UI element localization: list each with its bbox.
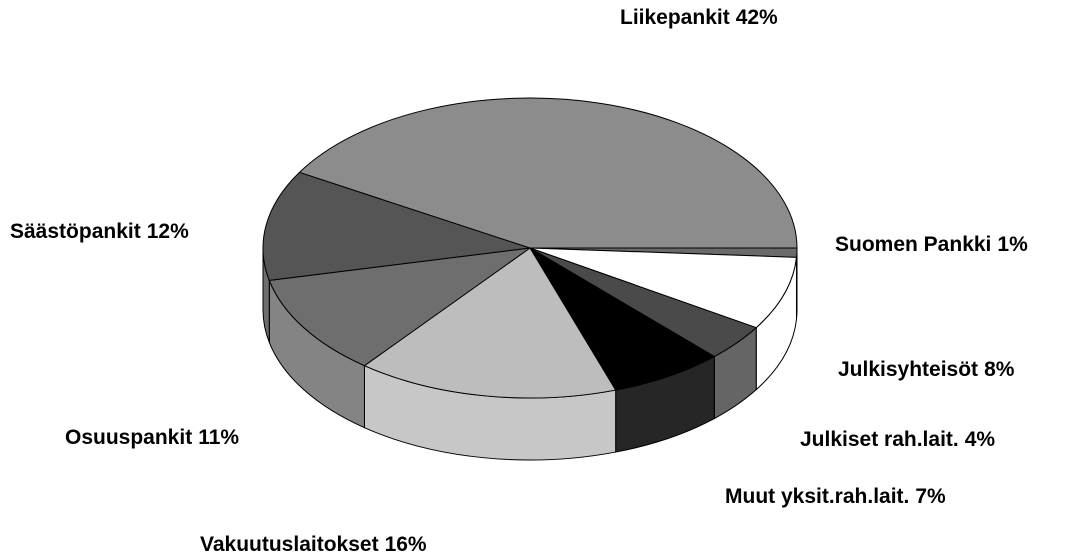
slice: [529, 247, 716, 391]
slice-label-name: Suomen Pankki: [835, 233, 991, 256]
slice-label-value: 7%: [915, 485, 946, 508]
slice-label-name: Julkisyhteisöt: [838, 358, 978, 381]
slice-label: Suomen Pankki 1%: [835, 233, 1028, 256]
slice-label-value: 4%: [965, 428, 996, 451]
slice-label-value: 11%: [198, 426, 239, 449]
slice-label: Julkisyhteisöt 8%: [838, 358, 1015, 381]
slice-label-value: 8%: [984, 358, 1015, 381]
slice-label: Julkiset rah.lait. 4%: [800, 428, 995, 451]
slice-label-name: Liikepankit: [620, 6, 730, 29]
slice-label: Muut yksit.rah.lait. 7%: [725, 485, 946, 508]
slice-label-name: Muut yksit.rah.lait.: [725, 485, 909, 508]
slice: [268, 247, 531, 367]
slice-label: Liikepankit 42%: [620, 6, 778, 29]
slice-label: Osuuspankit 11%: [65, 426, 239, 449]
slice-label-name: Julkiset rah.lait.: [800, 428, 959, 451]
slice-label: Säästöpankit 12%: [10, 220, 189, 243]
slice: [363, 247, 617, 399]
slice: [529, 247, 798, 329]
slice-label-value: 42%: [736, 6, 778, 29]
slice-label-name: Osuuspankit: [65, 426, 192, 449]
slice: [262, 171, 531, 281]
slice-label-name: Säästöpankit: [10, 220, 141, 243]
slice-label-name: Vakuutuslaitokset: [200, 533, 379, 556]
slice-label-value: 1%: [997, 233, 1028, 256]
slice: [298, 97, 798, 249]
slice-label: Vakuutuslaitokset 16%: [200, 533, 427, 556]
slice-label-value: 16%: [385, 533, 427, 556]
slice-label-value: 12%: [147, 220, 189, 243]
